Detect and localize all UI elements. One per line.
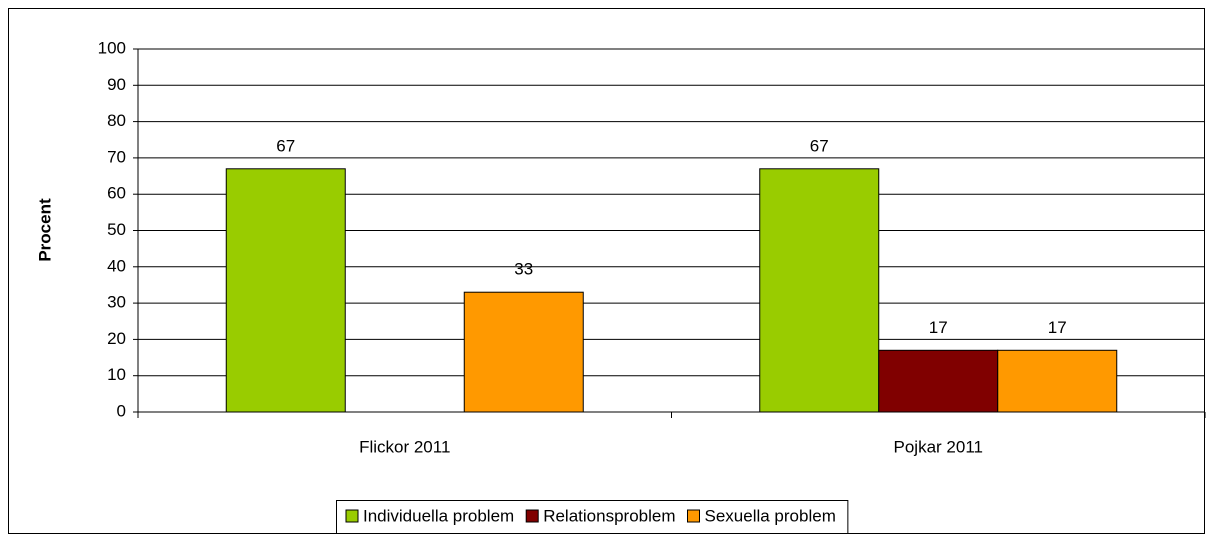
data-label: 67: [810, 136, 829, 155]
chart-border: [8, 8, 1205, 534]
y-tick-label: 100: [98, 38, 126, 57]
y-tick-label: 10: [107, 365, 126, 384]
y-axis-label: Procent: [35, 198, 54, 262]
y-tick-label: 20: [107, 329, 126, 348]
y-tick-label: 80: [107, 111, 126, 130]
legend-swatch: [687, 509, 700, 523]
bar: [225, 168, 346, 413]
legend-label: Relationsproblem: [543, 506, 675, 525]
legend: Individuella problem Relationsproblem Sexu…: [336, 500, 849, 534]
x-tick-label: Pojkar 2011: [894, 437, 983, 456]
data-label: 17: [1048, 318, 1067, 337]
y-tick-label: 50: [107, 220, 126, 239]
y-tick-label: 0: [117, 401, 126, 420]
y-tick-label: 40: [107, 256, 126, 275]
data-label: 67: [276, 136, 295, 155]
legend-label: Sexuella problem: [705, 506, 836, 525]
y-tick-label: 90: [107, 75, 126, 94]
x-tick-label: Flickor 2011: [359, 437, 450, 456]
data-label: 33: [514, 260, 533, 279]
legend-swatch: [345, 509, 359, 523]
bar: [463, 291, 584, 413]
legend-swatch: [525, 509, 539, 523]
y-tick-label: 30: [107, 293, 126, 312]
bar: [878, 349, 999, 413]
y-tick-label: 70: [107, 147, 126, 166]
legend-label: Individuella problem: [363, 506, 514, 525]
data-label: 17: [929, 318, 948, 337]
y-tick-label: 60: [107, 184, 126, 203]
bar: [759, 168, 880, 413]
bar: [997, 349, 1118, 413]
legend-box: [336, 500, 849, 534]
